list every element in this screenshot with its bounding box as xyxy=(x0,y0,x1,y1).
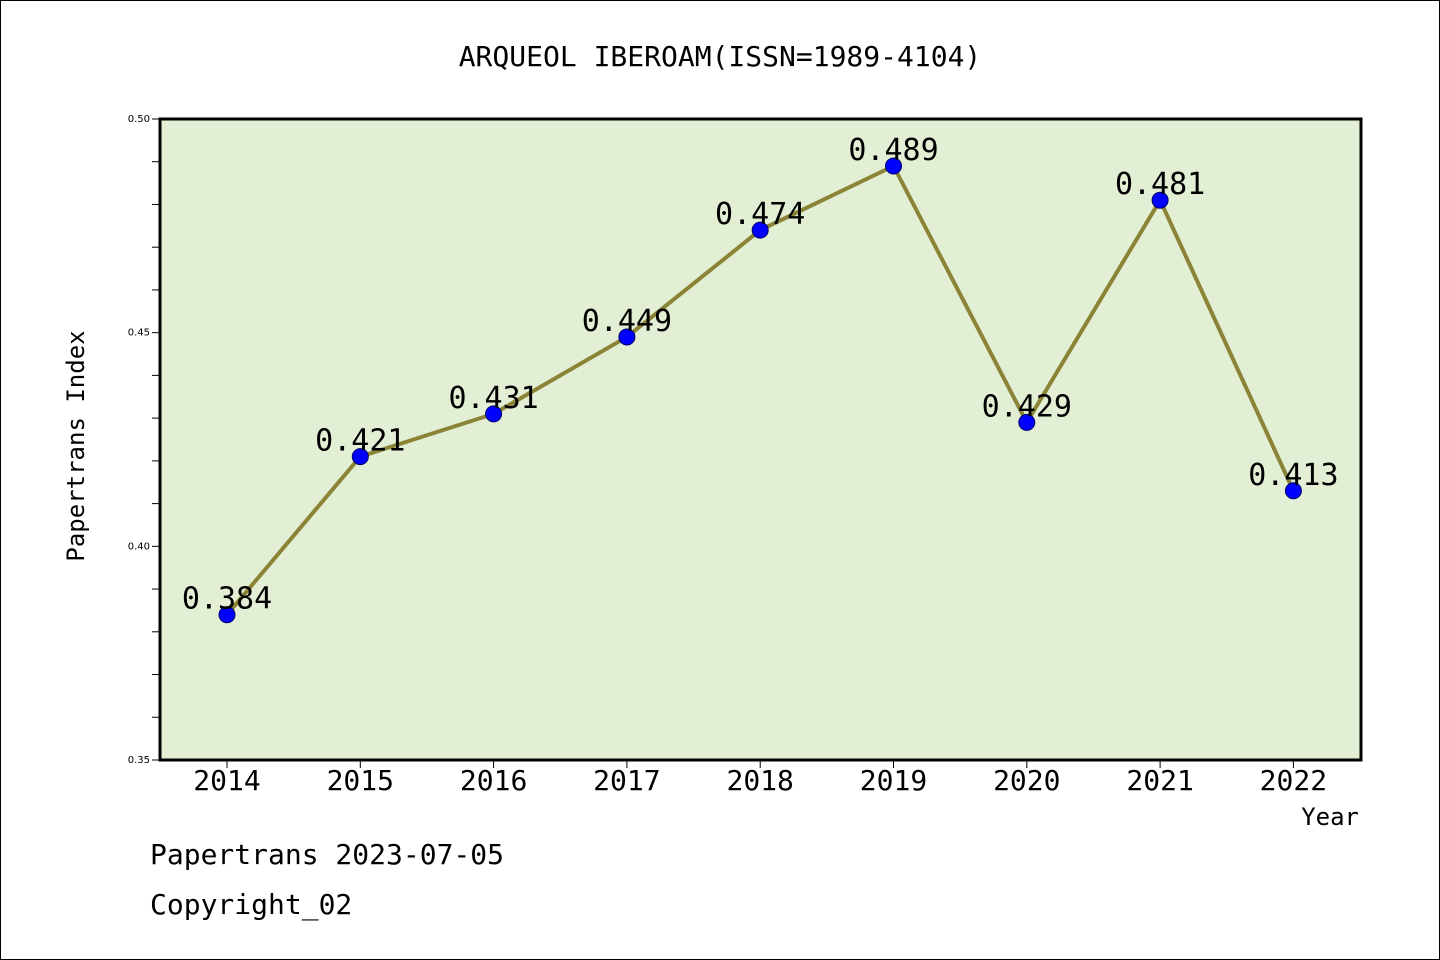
data-label: 0.429 xyxy=(982,389,1072,424)
data-label: 0.449 xyxy=(582,304,672,339)
data-point xyxy=(1151,191,1169,209)
x-tick-label: 2014 xyxy=(193,764,260,797)
data-label: 0.421 xyxy=(315,424,405,459)
x-tick-label: 2021 xyxy=(1126,764,1193,797)
x-tick-label: 2020 xyxy=(993,764,1060,797)
x-axis-label: Year xyxy=(1301,803,1359,831)
y-tick-label: 0.35 xyxy=(128,755,150,766)
data-label: 0.384 xyxy=(182,582,272,617)
data-point xyxy=(751,221,769,239)
footer-copyright: Copyright_02 xyxy=(150,888,352,922)
x-axis: 2014 2015 2016 2017 2018 2019 2020 2021 2022 xyxy=(193,760,1327,797)
data-point xyxy=(485,405,503,423)
data-label: 0.413 xyxy=(1248,458,1338,493)
data-point xyxy=(1284,482,1302,500)
x-tick-label: 2015 xyxy=(327,764,394,797)
y-tick-label: 0.40 xyxy=(128,541,150,552)
data-label: 0.431 xyxy=(448,381,538,416)
data-point xyxy=(351,448,369,466)
data-point xyxy=(618,328,636,346)
data-label: 0.481 xyxy=(1115,167,1205,202)
data-point xyxy=(218,606,236,624)
y-tick-label: 0.45 xyxy=(128,328,150,339)
y-axis: 0.35 0.40 0.45 0.50 xyxy=(128,114,160,766)
y-tick-label: 0.50 xyxy=(128,114,150,125)
x-tick-label: 2019 xyxy=(860,764,927,797)
footer-date: Papertrans 2023-07-05 xyxy=(150,838,504,871)
y-axis-label: Papertrans Index xyxy=(62,330,90,561)
data-label: 0.474 xyxy=(715,197,805,232)
data-point xyxy=(885,157,902,175)
x-tick-label: 2018 xyxy=(726,764,793,797)
chart-title: ARQUEOL IBEROAM(ISSN=1989-4104) xyxy=(459,40,982,73)
x-tick-label: 2016 xyxy=(460,764,527,797)
data-point xyxy=(1018,413,1036,431)
data-label: 0.489 xyxy=(848,133,938,168)
x-tick-label: 2022 xyxy=(1260,764,1327,797)
series-line-group: 0.384 0.421 0.431 0.449 0.474 0.489 0.429 0.481… xyxy=(182,133,1339,624)
x-tick-label: 2017 xyxy=(593,764,660,797)
